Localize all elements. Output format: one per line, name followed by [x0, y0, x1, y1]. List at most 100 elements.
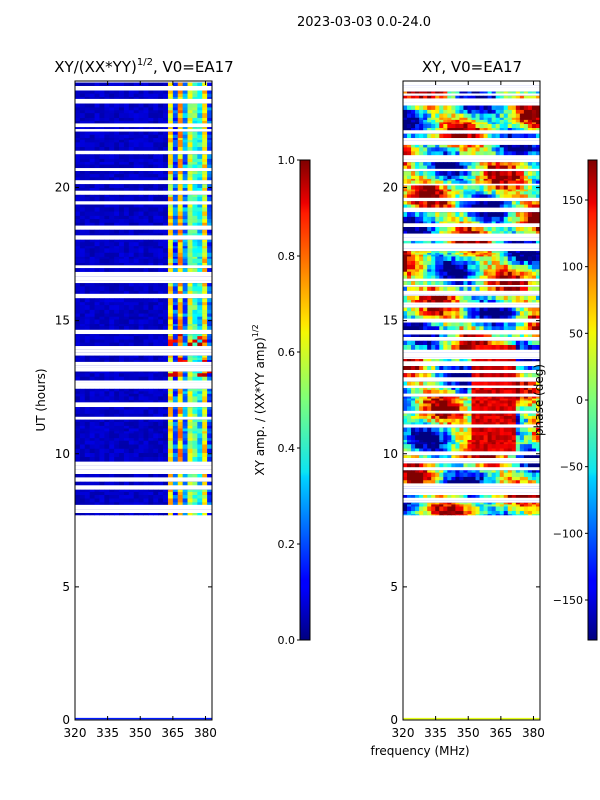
heatmap-cell [177, 242, 184, 247]
heatmap-cell [507, 252, 513, 255]
heatmap-cell [172, 419, 179, 423]
heatmap-cell [411, 315, 416, 319]
heatmap-cell [109, 158, 115, 163]
heatmap-cell [148, 502, 154, 506]
heatmap-cell [177, 453, 184, 458]
heatmap-cell [163, 407, 169, 410]
heatmap-cell [163, 336, 169, 340]
heatmap-cell [133, 339, 140, 343]
heatmap-cell [148, 453, 154, 458]
heatmap-cell [463, 254, 468, 257]
heatmap-cell [439, 151, 444, 156]
heatmap-cell [527, 381, 533, 386]
heatmap-cell [143, 360, 149, 363]
heatmap-cell [447, 251, 452, 254]
heatmap-cell [79, 428, 86, 432]
heatmap-cell [128, 134, 135, 139]
heatmap-cell [427, 271, 432, 276]
heatmap-cell [435, 180, 440, 185]
heatmap-cell [463, 117, 468, 121]
heatmap-cell [207, 142, 212, 148]
heatmap-cell [403, 204, 408, 208]
heatmap-cell [463, 398, 468, 401]
heatmap-cell [187, 233, 193, 236]
heatmap-cell [511, 144, 517, 148]
heatmap-cell [75, 342, 81, 347]
heatmap-cell [192, 177, 198, 181]
heatmap-cell [123, 117, 130, 122]
heatmap-cell [138, 134, 144, 139]
heatmap-cell [499, 344, 505, 351]
heatmap-cell [163, 391, 169, 395]
heatmap-cell [439, 389, 444, 394]
heatmap-cell [415, 389, 420, 394]
heatmap-cell [148, 246, 154, 249]
heatmap-cell [187, 373, 193, 378]
heatmap-cell [207, 120, 212, 124]
heatmap-cell [177, 444, 184, 450]
heatmap-gap [403, 349, 540, 353]
heatmap-cell [128, 171, 135, 175]
heatmap-cell [499, 256, 505, 262]
heatmap-cell [172, 184, 179, 189]
heatmap-cell [104, 242, 110, 247]
heatmap-cell [467, 403, 472, 407]
heatmap-cell [192, 158, 198, 163]
heatmap-cell [89, 171, 96, 175]
heatmap-cell [483, 389, 489, 394]
heatmap-cell [79, 413, 86, 418]
heatmap-cell [123, 93, 130, 98]
heatmap-cell [483, 398, 489, 401]
heatmap-cell [439, 162, 444, 166]
heatmap-cell [114, 131, 120, 136]
heatmap-cell [443, 231, 448, 234]
heatmap-cell [133, 103, 140, 108]
heatmap-cell [143, 448, 149, 454]
heatmap-cell [109, 93, 115, 98]
heatmap-cell [167, 110, 174, 114]
heatmap-cell [163, 142, 169, 148]
heatmap-cell [94, 326, 100, 331]
heatmap-cell [182, 371, 189, 374]
heatmap-cell [207, 110, 212, 114]
heatmap-cell [187, 481, 193, 486]
heatmap-gap [75, 465, 212, 470]
heatmap-cell [153, 400, 159, 403]
heatmap-cell [104, 513, 110, 516]
heatmap-cell [177, 154, 184, 160]
heatmap-cell [463, 413, 468, 417]
heatmap-cell [495, 403, 501, 407]
heatmap-cell [114, 161, 120, 165]
heatmap-cell [475, 216, 481, 222]
heatmap-cell [479, 165, 485, 170]
heatmap-cell [202, 355, 208, 358]
heatmap-cell [419, 387, 424, 391]
heatmap-cell [475, 311, 481, 316]
heatmap-cell [523, 227, 529, 232]
heatmap-cell [491, 307, 497, 312]
heatmap-cell [483, 124, 489, 129]
heatmap-cell [119, 396, 125, 401]
heatmap-cell [119, 431, 125, 434]
heatmap-cell [79, 376, 86, 381]
heatmap-cell [99, 158, 105, 163]
heatmap-cell [527, 231, 533, 234]
heatmap-cell [415, 387, 420, 391]
heatmap-cell [104, 184, 110, 189]
heatmap-cell [407, 175, 412, 180]
heatmap-cell [177, 219, 184, 224]
heatmap-cell [75, 393, 81, 397]
heatmap-cell [187, 239, 193, 243]
heatmap-cell [75, 391, 81, 395]
heatmap-cell [411, 113, 416, 119]
heatmap-cell [158, 491, 164, 496]
heatmap-cell [172, 110, 179, 114]
heatmap-cell [133, 258, 140, 264]
heatmap-cell [447, 256, 452, 262]
heatmap-cell [535, 311, 540, 316]
heatmap-cell [158, 433, 164, 439]
heatmap-cell [167, 174, 174, 178]
heatmap-cell [143, 433, 149, 439]
heatmap-cell [515, 119, 521, 123]
heatmap-cell [119, 456, 125, 462]
